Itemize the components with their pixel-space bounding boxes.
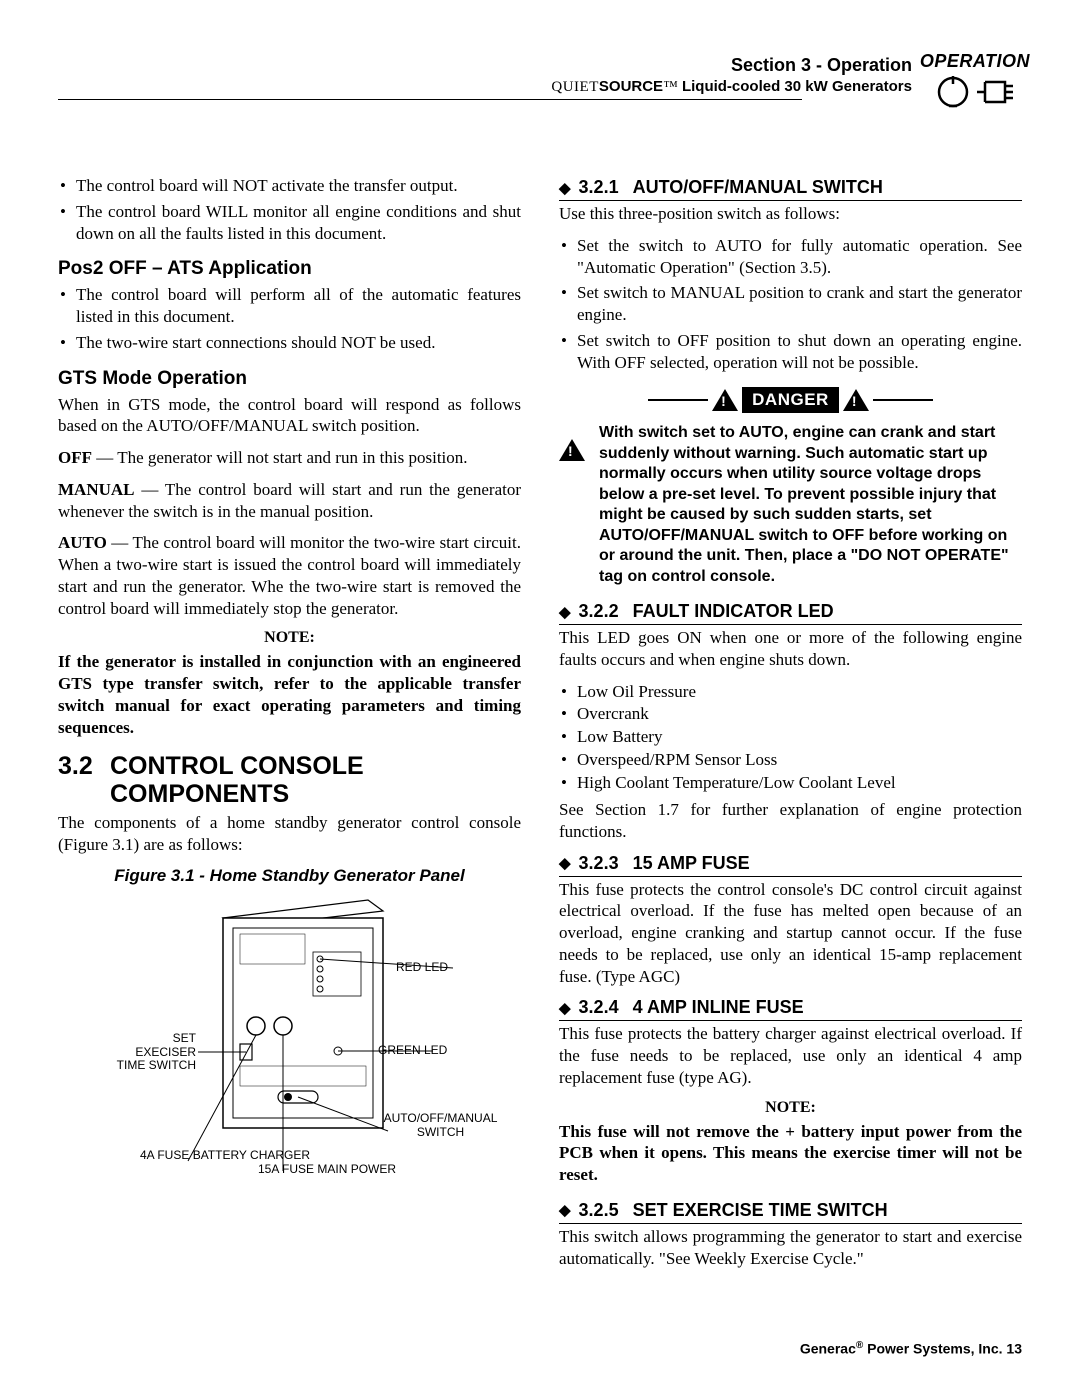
heading-3-2-1: ◆ 3.2.1 AUTO/OFF/MANUAL SWITCH: [559, 177, 1022, 201]
list-item: Set the switch to AUTO for fully automat…: [559, 235, 1022, 279]
right-column: ◆ 3.2.1 AUTO/OFF/MANUAL SWITCH Use this …: [559, 175, 1022, 1279]
list-item: Low Battery: [559, 726, 1022, 749]
s324-note-label: NOTE:: [559, 1099, 1022, 1117]
heading-title: SET EXERCISE TIME SWITCH: [633, 1200, 888, 1221]
warning-triangle-icon: !: [843, 389, 869, 411]
heading-3-2-5: ◆ 3.2.5 SET EXERCISE TIME SWITCH: [559, 1200, 1022, 1224]
body: — The generator will not start and run i…: [92, 448, 468, 467]
gts-manual: MANUAL — The control board will start an…: [58, 479, 521, 523]
heading-num: 3.2.5: [579, 1200, 619, 1221]
operation-icon: [920, 74, 1030, 110]
list-item: Set switch to OFF position to shut down …: [559, 330, 1022, 374]
heading-num: 3.2.1: [579, 177, 619, 198]
heading-num: 3.2: [58, 752, 110, 808]
lead: OFF: [58, 448, 92, 467]
rule-left: [648, 399, 708, 401]
note-body: If the generator is installed in conjunc…: [58, 651, 521, 738]
lead: MANUAL: [58, 480, 135, 499]
s322-after: See Section 1.7 for further explanation …: [559, 799, 1022, 843]
s324-note-body: This fuse will not remove the + battery …: [559, 1121, 1022, 1186]
footer-rest: Power Systems, Inc. 13: [863, 1341, 1022, 1357]
list-item: The control board WILL monitor all engin…: [58, 201, 521, 245]
diamond-icon: ◆: [559, 854, 571, 872]
footer-brand: Generac: [800, 1341, 856, 1357]
list-item: Low Oil Pressure: [559, 681, 1022, 704]
diamond-icon: ◆: [559, 603, 571, 621]
diamond-icon: ◆: [559, 1201, 571, 1219]
fig-label-set: SET EXECISER TIME SWITCH: [116, 1032, 196, 1073]
operation-badge: OPERATION: [920, 51, 1030, 110]
fig-label-green: GREEN LED: [378, 1044, 447, 1058]
gts-off: OFF — The generator will not start and r…: [58, 447, 521, 469]
section-3-2-intro: The components of a home standby generat…: [58, 812, 521, 856]
sub-bold1: SOURCE: [599, 78, 663, 95]
heading-num: 3.2.2: [579, 601, 619, 622]
list-item: Set switch to MANUAL position to crank a…: [559, 282, 1022, 326]
heading-title: 4 AMP INLINE FUSE: [633, 997, 804, 1018]
list-item: Overspeed/RPM Sensor Loss: [559, 749, 1022, 772]
warning-triangle-icon: !: [559, 439, 585, 461]
sub-tm: ™: [663, 79, 678, 95]
fig-label-red: RED LED: [396, 961, 448, 975]
s325-body: This switch allows programming the gener…: [559, 1226, 1022, 1270]
s324-body: This fuse protects the battery charger a…: [559, 1023, 1022, 1088]
pos2-bullets: The control board will perform all of th…: [58, 284, 521, 353]
list-item: Overcrank: [559, 703, 1022, 726]
pos2-heading: Pos2 OFF – ATS Application: [58, 258, 521, 280]
heading-3-2-4: ◆ 3.2.4 4 AMP INLINE FUSE: [559, 997, 1022, 1021]
figure-3-1: RED LED GREEN LED SET EXECISER TIME SWIT…: [58, 896, 521, 1241]
fig-label-aom: AUTO/OFF/MANUAL SWITCH: [360, 1112, 521, 1140]
list-item: The control board will perform all of th…: [58, 284, 521, 328]
fig-label-4a: 4A FUSE BATTERY CHARGER: [140, 1149, 310, 1163]
heading-title: CONTROL CONSOLE COMPONENTS: [110, 752, 521, 808]
heading-3-2-3: ◆ 3.2.3 15 AMP FUSE: [559, 853, 1022, 877]
sub-bold2: Liquid-cooled 30 kW Generators: [678, 78, 912, 95]
s322-intro: This LED goes ON when one or more of the…: [559, 627, 1022, 671]
body: — The control board will monitor the two…: [58, 533, 521, 617]
s322-bullets: Low Oil Pressure Overcrank Low Battery O…: [559, 681, 1022, 796]
operation-label: OPERATION: [920, 51, 1030, 72]
header-text: Section 3 - Operation QUIETSOURCE™ Liqui…: [58, 55, 1022, 100]
figure-caption: Figure 3.1 - Home Standby Generator Pane…: [58, 866, 521, 886]
section-title: Section 3 - Operation: [58, 55, 912, 76]
warning-triangle-icon: !: [712, 389, 738, 411]
section-3-2-heading: 3.2 CONTROL CONSOLE COMPONENTS: [58, 752, 521, 808]
heading-title: AUTO/OFF/MANUAL SWITCH: [633, 177, 883, 198]
diamond-icon: ◆: [559, 179, 571, 197]
s323-body: This fuse protects the control console's…: [559, 879, 1022, 988]
sub-light: QUIET: [551, 79, 599, 95]
gts-auto: AUTO — The control board will monitor th…: [58, 532, 521, 619]
warning-triangle-side: !: [559, 423, 589, 587]
rule-right: [873, 399, 933, 401]
top-bullets: The control board will NOT activate the …: [58, 175, 521, 244]
list-item: The two-wire start connections should NO…: [58, 332, 521, 354]
heading-num: 3.2.3: [579, 853, 619, 874]
heading-title: FAULT INDICATOR LED: [633, 601, 834, 622]
heading-3-2-2: ◆ 3.2.2 FAULT INDICATOR LED: [559, 601, 1022, 625]
page-footer: Generac® Power Systems, Inc. 13: [800, 1340, 1022, 1357]
danger-block: ! With switch set to AUTO, engine can cr…: [559, 423, 1022, 587]
fig-label-15a: 15A FUSE MAIN POWER: [258, 1163, 396, 1177]
gts-intro: When in GTS mode, the control board will…: [58, 394, 521, 438]
gts-heading: GTS Mode Operation: [58, 368, 521, 390]
list-item: The control board will NOT activate the …: [58, 175, 521, 197]
list-item: High Coolant Temperature/Low Coolant Lev…: [559, 772, 1022, 795]
danger-text: With switch set to AUTO, engine can cran…: [599, 423, 1022, 587]
danger-label: DANGER: [742, 387, 839, 413]
left-column: The control board will NOT activate the …: [58, 175, 521, 1279]
lead: AUTO: [58, 533, 107, 552]
note-label: NOTE:: [58, 629, 521, 647]
heading-title: 15 AMP FUSE: [633, 853, 750, 874]
columns: The control board will NOT activate the …: [58, 175, 1022, 1279]
s321-intro: Use this three-position switch as follow…: [559, 203, 1022, 225]
danger-banner: ! DANGER !: [559, 387, 1022, 413]
diamond-icon: ◆: [559, 999, 571, 1017]
heading-num: 3.2.4: [579, 997, 619, 1018]
page-header: Section 3 - Operation QUIETSOURCE™ Liqui…: [58, 55, 1022, 125]
s321-bullets: Set the switch to AUTO for fully automat…: [559, 235, 1022, 374]
header-rule: [58, 99, 802, 100]
subtitle: QUIETSOURCE™ Liquid-cooled 30 kW Generat…: [58, 78, 912, 96]
